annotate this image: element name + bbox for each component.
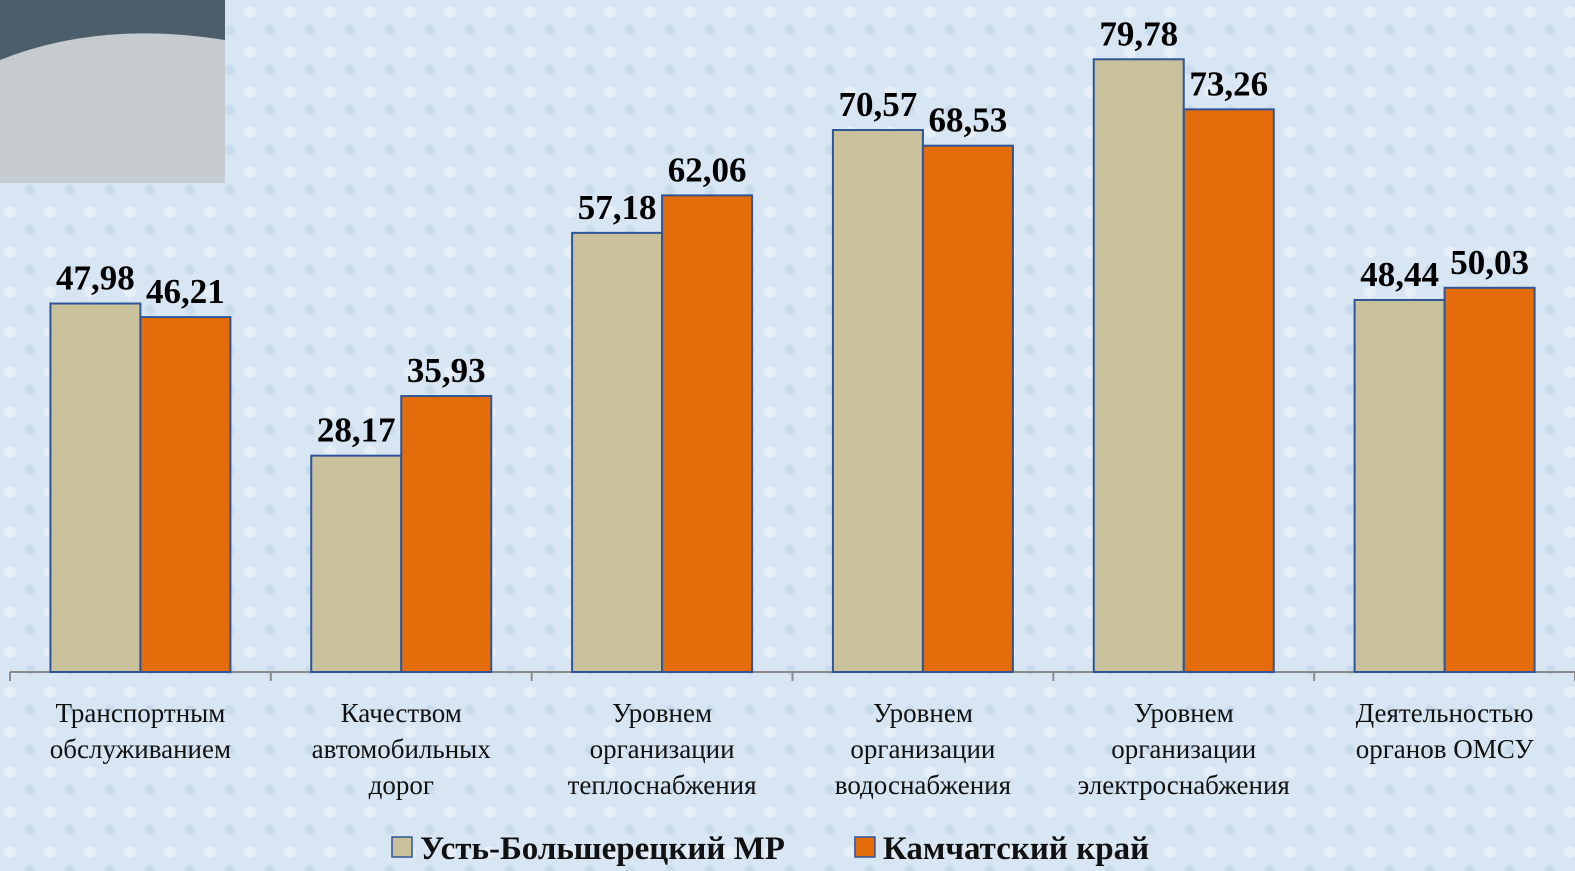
legend-swatch — [391, 836, 413, 858]
bar — [921, 144, 1014, 674]
x-tick-label-line: Уровнем — [873, 698, 973, 728]
legend-swatch — [854, 836, 876, 858]
bar — [139, 316, 232, 673]
value-label: 62,06 — [668, 150, 747, 189]
x-tick-label: Уровнем организации электроснабжения — [1078, 698, 1290, 800]
value-label: 73,26 — [1189, 64, 1268, 103]
x-tick-label-line: организации — [590, 734, 735, 764]
value-label: 46,21 — [146, 272, 225, 311]
value-label: 28,17 — [317, 411, 396, 450]
value-label: 48,44 — [1360, 255, 1439, 294]
x-tick-label-line: органов ОМСУ — [1356, 734, 1535, 764]
x-tick-label-line: Транспортным — [55, 698, 225, 728]
bar — [49, 302, 142, 673]
bar — [310, 454, 403, 673]
bar — [1182, 108, 1275, 673]
value-label: 47,98 — [56, 259, 135, 298]
bar — [571, 231, 664, 673]
value-label: 68,53 — [929, 101, 1008, 140]
x-tick-label: Деятельностью органов ОМСУ — [1356, 698, 1535, 764]
x-tick-label-line: организации — [850, 734, 995, 764]
x-tick-label-line: Уровнем — [612, 698, 712, 728]
x-tick-label-line: водоснабжения — [835, 770, 1011, 800]
x-tick-label: Транспортным обслуживанием — [50, 698, 231, 764]
x-tick-label: Уровнем организации теплоснабжения — [568, 698, 757, 800]
x-tick-label: Качеством автомобильных дорог — [312, 698, 492, 800]
legend-label: Усть-Большерецкий МР — [420, 831, 785, 867]
bar — [1353, 298, 1446, 673]
bar — [661, 194, 754, 673]
value-label: 35,93 — [407, 351, 486, 390]
photo — [0, 0, 225, 184]
x-tick-label-line: организации — [1111, 734, 1256, 764]
x-tick-label-line: электроснабжения — [1078, 770, 1290, 800]
x-tick-label-line: дорог — [369, 770, 434, 800]
value-label: 70,57 — [839, 85, 918, 124]
bar — [1092, 58, 1185, 673]
bar — [1443, 286, 1536, 673]
value-label: 50,03 — [1450, 243, 1529, 282]
value-label: 57,18 — [578, 188, 657, 227]
x-tick-label-line: Деятельностью — [1356, 698, 1534, 728]
bar — [831, 129, 924, 673]
value-label: 79,78 — [1099, 14, 1178, 53]
bar — [400, 395, 493, 673]
x-tick-label: Уровнем организации водоснабжения — [835, 698, 1011, 800]
x-tick-label-line: Уровнем — [1134, 698, 1234, 728]
x-tick-label-line: автомобильных — [312, 734, 492, 764]
x-tick-label-line: обслуживанием — [50, 734, 231, 764]
x-tick-label-line: Качеством — [341, 698, 462, 728]
legend-label: Камчатский край — [883, 831, 1149, 867]
x-tick-label-line: теплоснабжения — [568, 770, 757, 800]
